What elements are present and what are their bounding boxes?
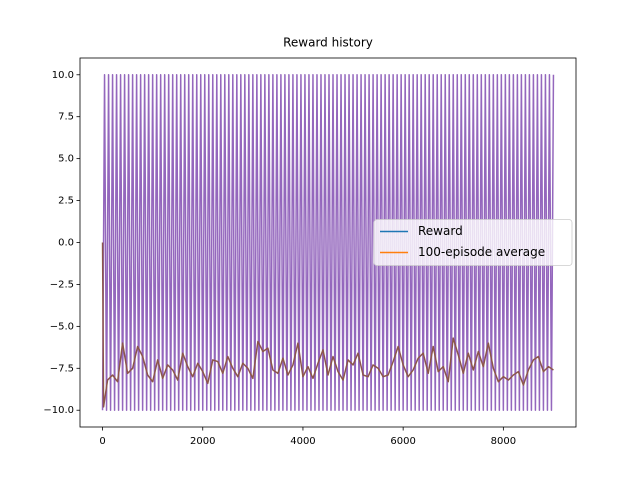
legend-box (373, 219, 573, 266)
legend-label: Reward (418, 224, 463, 238)
x-tick-label: 4000 (290, 436, 315, 447)
y-tick-label: 7.5 (58, 112, 74, 123)
plot-frame (79, 57, 577, 428)
x-tick-label: 6000 (390, 436, 415, 447)
y-tick-label: 10.0 (52, 70, 74, 81)
y-tick-label: 0.0 (58, 238, 74, 249)
y-tick-label: −5.0 (50, 321, 74, 332)
series-line (101, 242, 554, 408)
y-tick-label: 2.5 (58, 196, 74, 207)
x-tick-label: 8000 (491, 436, 516, 447)
chart-title: Reward history (283, 36, 373, 50)
y-tick-label: −10.0 (43, 405, 74, 416)
y-tick-label: 5.0 (58, 154, 74, 165)
legend-label: 100-episode average (418, 245, 545, 259)
x-tick-label: 0 (99, 436, 105, 447)
x-tick-label: 2000 (190, 436, 215, 447)
y-tick-label: −2.5 (50, 279, 74, 290)
y-tick-label: −7.5 (50, 363, 74, 374)
